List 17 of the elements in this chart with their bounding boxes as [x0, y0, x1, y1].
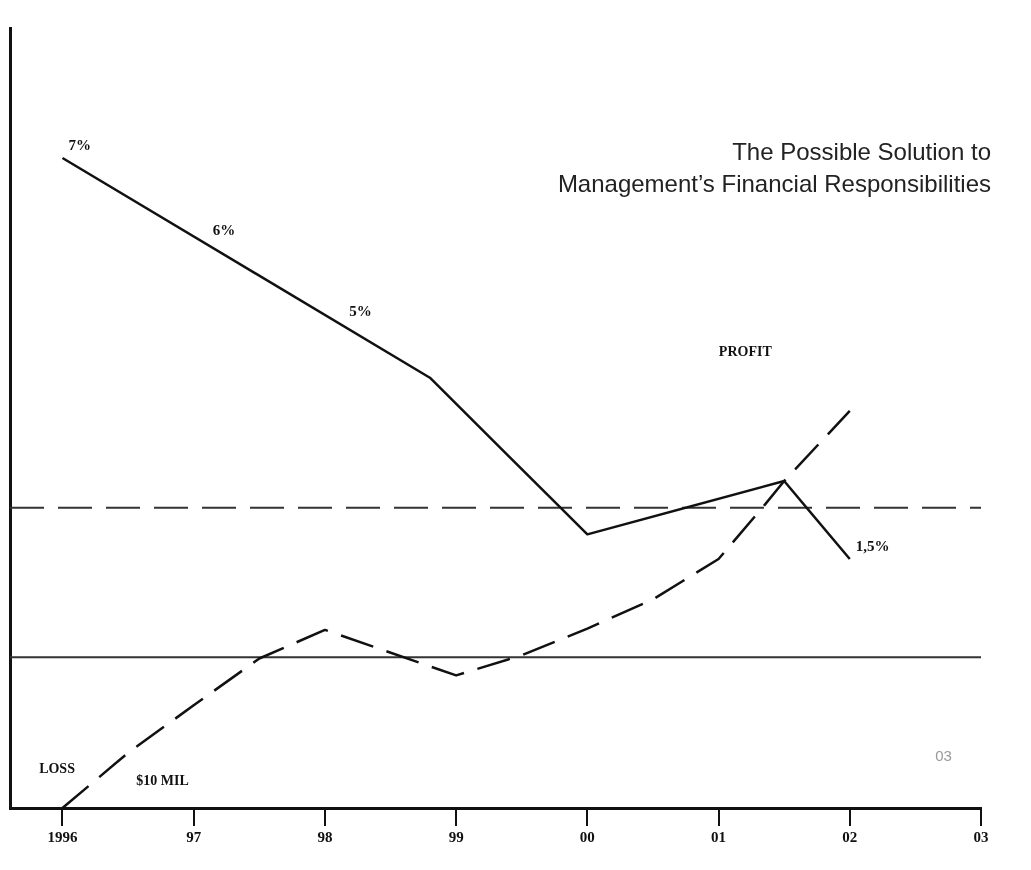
x-tick-label: 02 — [842, 828, 858, 845]
x-tick-label: 98 — [317, 828, 333, 845]
annotation: LOSS — [39, 760, 76, 776]
annotation: 5% — [349, 303, 372, 320]
x-tick-label: 97 — [186, 828, 202, 845]
annotation: 6% — [212, 221, 236, 238]
annotation: PROFIT — [718, 343, 773, 359]
annotation: $10 MIL — [136, 772, 189, 788]
x-tick-label: 03 — [973, 828, 989, 845]
x-tick-label: 00 — [579, 828, 595, 845]
chart-title: The Possible Solution to Management’s Financial Responsibilities — [556, 137, 991, 199]
annotation: 03 — [935, 747, 952, 765]
x-tick-label: 01 — [711, 828, 727, 845]
annotation: 7% — [68, 137, 91, 153]
annotation: 1,5% — [855, 538, 890, 555]
x-tick-label: 1996 — [47, 828, 78, 845]
x-tick-label: 99 — [448, 828, 464, 845]
